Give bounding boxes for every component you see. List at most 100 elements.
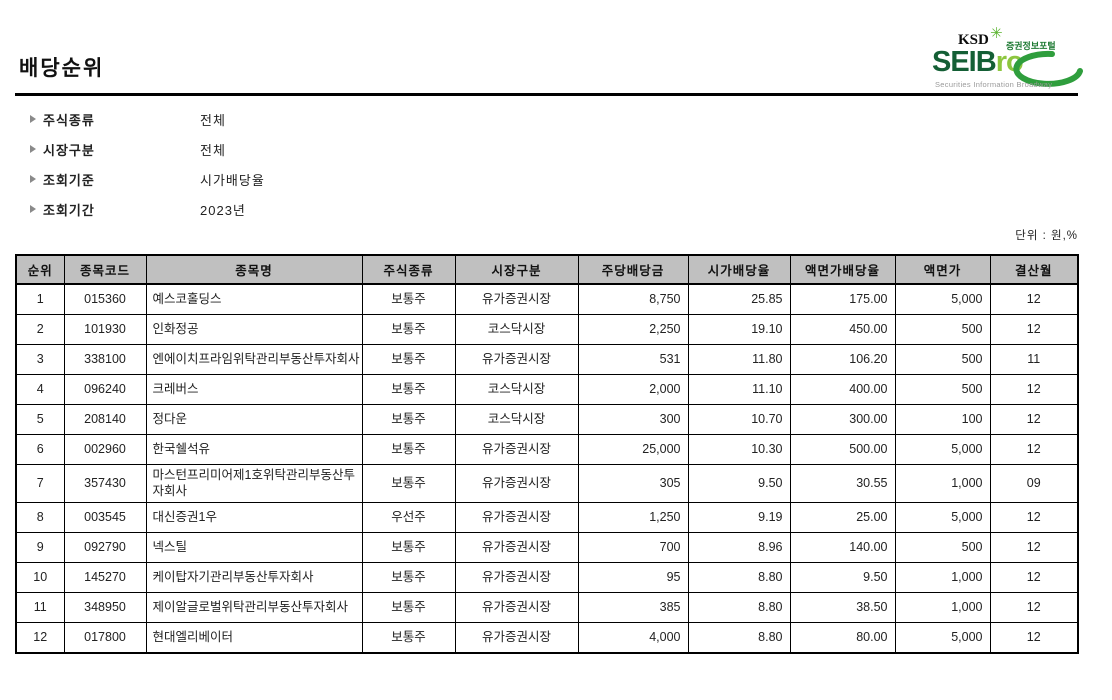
- table-cell: 12: [989, 562, 1079, 594]
- table-cell: 500: [894, 313, 991, 345]
- table-cell: 보통주: [361, 313, 456, 345]
- table-cell: 500: [894, 532, 991, 564]
- filter-label: 조회기준: [43, 172, 95, 188]
- filter-value: 시가배당율: [200, 172, 265, 188]
- table-cell: 케이탑자기관리부동산투자회사: [145, 562, 363, 594]
- table-row: 12 017800 현대엘리베이터 보통주 유가증권시장 4,000 8.80 80.00 5,…: [15, 622, 1079, 654]
- seibro-wordmark-dark: SEIB: [932, 46, 997, 78]
- table-cell: 12: [989, 622, 1079, 654]
- seibro-wordmark: SEIBro: [932, 46, 1024, 79]
- filter-summary: 주식종류 전체 시장구분 전체 조회기준 시가배당율 조회기간 2023년: [30, 104, 265, 224]
- table-cell: 2: [15, 313, 65, 345]
- table-cell: 유가증권시장: [454, 343, 579, 375]
- table-cell: 현대엘리베이터: [145, 622, 363, 654]
- table-cell: 마스턴프리미어제1호위탁관리부동산투자회사: [145, 463, 363, 504]
- triangle-bullet-icon: [30, 205, 36, 213]
- table-cell: 6: [15, 433, 65, 465]
- filter-label: 조회기간: [43, 202, 95, 218]
- logo-swoosh-icon: [1013, 50, 1083, 87]
- table-cell: 30.55: [789, 463, 896, 504]
- table-cell: 유가증권시장: [454, 502, 579, 534]
- seibro-logo: KSD ✳ 증권정보포털 SEIBro Securities Informati…: [932, 25, 1102, 90]
- table-cell: 12: [989, 433, 1079, 465]
- table-cell: 대신증권1우: [145, 502, 363, 534]
- table-cell: 유가증권시장: [454, 592, 579, 624]
- table-cell: 보통주: [361, 622, 456, 654]
- filter-row-criteria: 조회기준 시가배당율: [30, 164, 265, 194]
- table-cell: 1: [15, 283, 65, 315]
- table-cell: 1,250: [577, 502, 689, 534]
- table-cell: 유가증권시장: [454, 532, 579, 564]
- table-cell: 8.80: [687, 592, 791, 624]
- table-cell: 4,000: [577, 622, 689, 654]
- table-cell: 10: [15, 562, 65, 594]
- table-cell: 8,750: [577, 283, 689, 315]
- table-header-cell: 시장구분: [454, 254, 579, 285]
- filter-row-stock-type: 주식종류 전체: [30, 104, 265, 134]
- table-cell: 보통주: [361, 532, 456, 564]
- unit-label: 단위 : 원,%: [1015, 230, 1078, 242]
- table-cell: 코스닥시장: [454, 313, 579, 345]
- table-cell: 코스닥시장: [454, 373, 579, 405]
- table-header-row: 순위 종목코드 종목명 주식종류 시장구분 주당배당금 시가배당율 액면가배당율 액면가 결산월: [15, 254, 1079, 285]
- table-cell: 338100: [63, 343, 147, 375]
- table-cell: 003545: [63, 502, 147, 534]
- table-cell: 305: [577, 463, 689, 504]
- table-row: 5 208140 정다운 보통주 코스닥시장 300 10.70 300.00 100 12: [15, 403, 1079, 435]
- table-cell: 10.30: [687, 433, 791, 465]
- table-cell: 300: [577, 403, 689, 435]
- table-cell: 9: [15, 532, 65, 564]
- table-cell: 보통주: [361, 373, 456, 405]
- triangle-bullet-icon: [30, 145, 36, 153]
- table-row: 7 357430 마스턴프리미어제1호위탁관리부동산투자회사 보통주 유가증권시장 305…: [15, 463, 1079, 504]
- table-cell: 12: [15, 622, 65, 654]
- logo-tagline: Securities Information Broadway: [935, 80, 1053, 89]
- table-cell: 348950: [63, 592, 147, 624]
- table-cell: 400.00: [789, 373, 896, 405]
- dividend-rank-table: 순위 종목코드 종목명 주식종류 시장구분 주당배당금 시가배당율 액면가배당율 액면가 결산월 …: [15, 254, 1079, 654]
- table-cell: 015360: [63, 283, 147, 315]
- table-header-cell: 시가배당율: [687, 254, 791, 285]
- table-cell: 145270: [63, 562, 147, 594]
- table-cell: 11: [15, 592, 65, 624]
- table-cell: 700: [577, 532, 689, 564]
- filter-label: 시장구분: [43, 142, 95, 158]
- table-cell: 10.70: [687, 403, 791, 435]
- table-cell: 385: [577, 592, 689, 624]
- table-header-cell: 액면가: [894, 254, 991, 285]
- table-cell: 8.80: [687, 622, 791, 654]
- table-cell: 092790: [63, 532, 147, 564]
- table-row: 4 096240 크레버스 보통주 코스닥시장 2,000 11.10 400.00 500 12: [15, 373, 1079, 405]
- table-cell: 7: [15, 463, 65, 504]
- table-cell: 정다운: [145, 403, 363, 435]
- table-cell: 보통주: [361, 403, 456, 435]
- table-cell: 140.00: [789, 532, 896, 564]
- table-cell: 002960: [63, 433, 147, 465]
- table-cell: 우선주: [361, 502, 456, 534]
- table-header-cell: 순위: [15, 254, 65, 285]
- filter-value: 2023년: [200, 202, 246, 218]
- table-cell: 208140: [63, 403, 147, 435]
- table-cell: 5: [15, 403, 65, 435]
- table-cell: 5,000: [894, 622, 991, 654]
- table-row: 9 092790 넥스틸 보통주 유가증권시장 700 8.96 140.00 500 12: [15, 532, 1079, 564]
- title-divider: [15, 93, 1078, 96]
- table-cell: 09: [989, 463, 1079, 504]
- table-cell: 엔에이치프라임위탁관리부동산투자회사: [145, 343, 363, 375]
- table-cell: 12: [989, 532, 1079, 564]
- table-cell: 유가증권시장: [454, 562, 579, 594]
- table-cell: 유가증권시장: [454, 622, 579, 654]
- table-cell: 3: [15, 343, 65, 375]
- table-cell: 5,000: [894, 433, 991, 465]
- table-cell: 1,000: [894, 463, 991, 504]
- table-cell: 80.00: [789, 622, 896, 654]
- table-header-cell: 종목명: [145, 254, 363, 285]
- table-cell: 9.50: [789, 562, 896, 594]
- table-row: 2 101930 인화정공 보통주 코스닥시장 2,250 19.10 450.00 500 12: [15, 313, 1079, 345]
- table-header-cell: 결산월: [989, 254, 1079, 285]
- table-cell: 9.50: [687, 463, 791, 504]
- triangle-bullet-icon: [30, 115, 36, 123]
- table-cell: 보통주: [361, 592, 456, 624]
- table-cell: 096240: [63, 373, 147, 405]
- filter-row-period: 조회기간 2023년: [30, 194, 265, 224]
